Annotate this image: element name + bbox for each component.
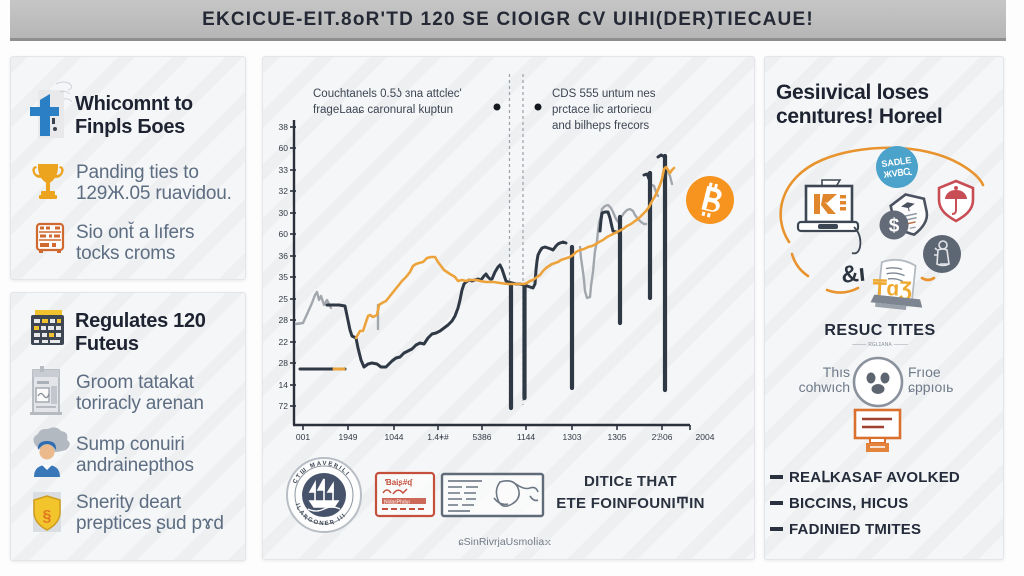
svg-text:35: 35 [279, 272, 289, 282]
svg-text:28: 28 [279, 358, 289, 368]
svg-text:§: § [43, 508, 52, 525]
svg-text:22: 22 [279, 337, 289, 347]
svg-text:Couchtanels 0.5ʖ ɜna attclec': Couchtanels 0.5ʖ ɜna attclec' [313, 88, 462, 100]
svg-text:36: 36 [279, 251, 289, 261]
svg-text:28: 28 [279, 315, 289, 325]
svg-text:1303: 1303 [563, 432, 582, 442]
svg-text:CDS 555 untum nes: CDS 555 untum nes [552, 88, 656, 100]
svg-text:60: 60 [279, 143, 289, 153]
svg-text:prctace lic artoriecu: prctace lic artoriecu [552, 104, 652, 116]
svg-text:001: 001 [296, 432, 310, 442]
svg-text:1949: 1949 [339, 432, 358, 442]
svg-text:25: 25 [279, 294, 289, 304]
svg-text:1.4ǂ#: 1.4ǂ# [427, 432, 449, 442]
svg-text:60: 60 [279, 229, 289, 239]
svg-text:2ℬ06: 2ℬ06 [652, 432, 673, 442]
svg-text:&ı: &ı [840, 259, 867, 288]
svg-text:Ɓaiʂ#ʠ: Ɓaiʂ#ʠ [385, 478, 413, 487]
svg-text:33: 33 [279, 165, 289, 175]
svg-text:14: 14 [279, 380, 289, 390]
svg-text:2004: 2004 [696, 432, 715, 442]
svg-text:38: 38 [279, 122, 289, 132]
svg-text:$: $ [889, 216, 900, 237]
svg-text:and bilheps frecors: and bilheps frecors [552, 120, 649, 132]
svg-text:72: 72 [279, 401, 289, 411]
svg-text:5386: 5386 [473, 432, 492, 442]
svg-text:1305: 1305 [608, 432, 627, 442]
svg-text:SADᏞE: SADᏞE [881, 155, 912, 169]
svg-text:frageLaaɕ caronural kuptun: frageLaaɕ caronural kuptun [313, 104, 453, 116]
svg-text:1044: 1044 [385, 432, 404, 442]
svg-text:1144: 1144 [517, 432, 536, 442]
svg-text:30: 30 [279, 208, 289, 218]
svg-text:32: 32 [279, 186, 289, 196]
svg-text:ЖVᏴᏩ: ЖVᏴᏩ [882, 166, 913, 180]
svg-text:ƝidasPhdur: ƝidasPhdur [383, 500, 410, 506]
